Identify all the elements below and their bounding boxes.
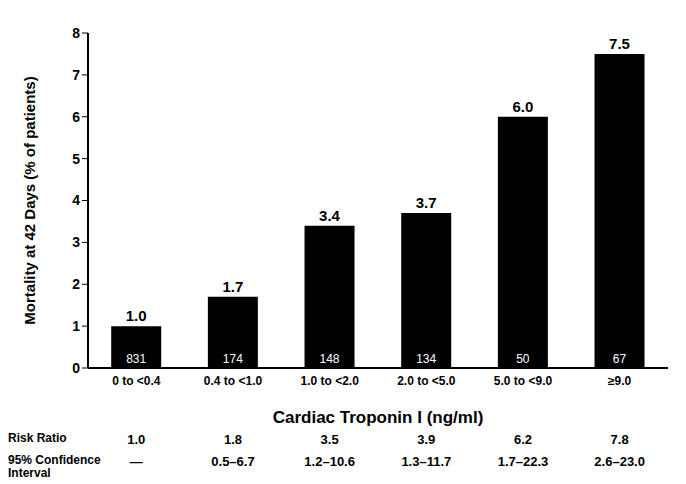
- svg-text:1.0 to <2.0: 1.0 to <2.0: [300, 374, 359, 388]
- html-text:7.8: 7.8: [610, 432, 629, 447]
- html-text:Risk Ratio: Risk Ratio: [8, 431, 67, 445]
- svg-text:50: 50: [516, 352, 530, 366]
- svg-text:3: 3: [72, 234, 80, 250]
- svg-text:2: 2: [72, 276, 80, 292]
- html-text:3.9: 3.9: [417, 432, 436, 447]
- html-text:3.5: 3.5: [320, 432, 339, 447]
- svg-text:134: 134: [416, 352, 436, 366]
- svg-text:3.7: 3.7: [416, 194, 437, 211]
- html-text:6.2: 6.2: [513, 432, 532, 447]
- svg-text:831: 831: [126, 352, 146, 366]
- svg-text:5: 5: [72, 151, 80, 167]
- html-text:1.2–10.6: 1.2–10.6: [304, 454, 355, 469]
- svg-text:1: 1: [72, 318, 80, 334]
- svg-text:6: 6: [72, 109, 80, 125]
- svg-text:148: 148: [320, 352, 340, 366]
- svg-text:Cardiac Troponin I (ng/ml): Cardiac Troponin I (ng/ml): [273, 408, 484, 427]
- html-text:95% Confidence Interval: 95% Confidence Interval: [8, 453, 101, 480]
- html-text:1.7–22.3: 1.7–22.3: [497, 454, 549, 469]
- svg-text:174: 174: [223, 352, 243, 366]
- svg-text:1.7: 1.7: [222, 278, 243, 295]
- svg-text:0: 0: [72, 360, 80, 376]
- svg-text:5.0 to <9.0: 5.0 to <9.0: [494, 374, 553, 388]
- html-text:1.3–11.7: 1.3–11.7: [401, 454, 452, 469]
- svg-text:3.4: 3.4: [319, 207, 341, 224]
- svg-text:8: 8: [72, 25, 80, 41]
- svg-text:0.4 to <1.0: 0.4 to <1.0: [204, 374, 263, 388]
- html-text:0.5–6.7: 0.5–6.7: [211, 454, 255, 469]
- svg-text:1.0: 1.0: [126, 307, 147, 324]
- svg-text:7: 7: [72, 67, 80, 83]
- svg-text:2.0 to <5.0: 2.0 to <5.0: [397, 374, 456, 388]
- svg-text:67: 67: [613, 352, 627, 366]
- svg-text:7.5: 7.5: [609, 35, 630, 52]
- svg-text:≥9.0: ≥9.0: [608, 374, 632, 388]
- svg-text:Mortality at 42 Days (% of pat: Mortality at 42 Days (% of patients): [21, 76, 38, 324]
- svg-text:6.0: 6.0: [512, 98, 533, 115]
- html-text:1.8: 1.8: [223, 432, 242, 447]
- svg-text:4: 4: [72, 192, 80, 208]
- html-text:1.0: 1.0: [127, 432, 146, 447]
- svg-text:0 to <0.4: 0 to <0.4: [112, 374, 161, 388]
- html-text:2.6–23.0: 2.6–23.0: [594, 454, 645, 469]
